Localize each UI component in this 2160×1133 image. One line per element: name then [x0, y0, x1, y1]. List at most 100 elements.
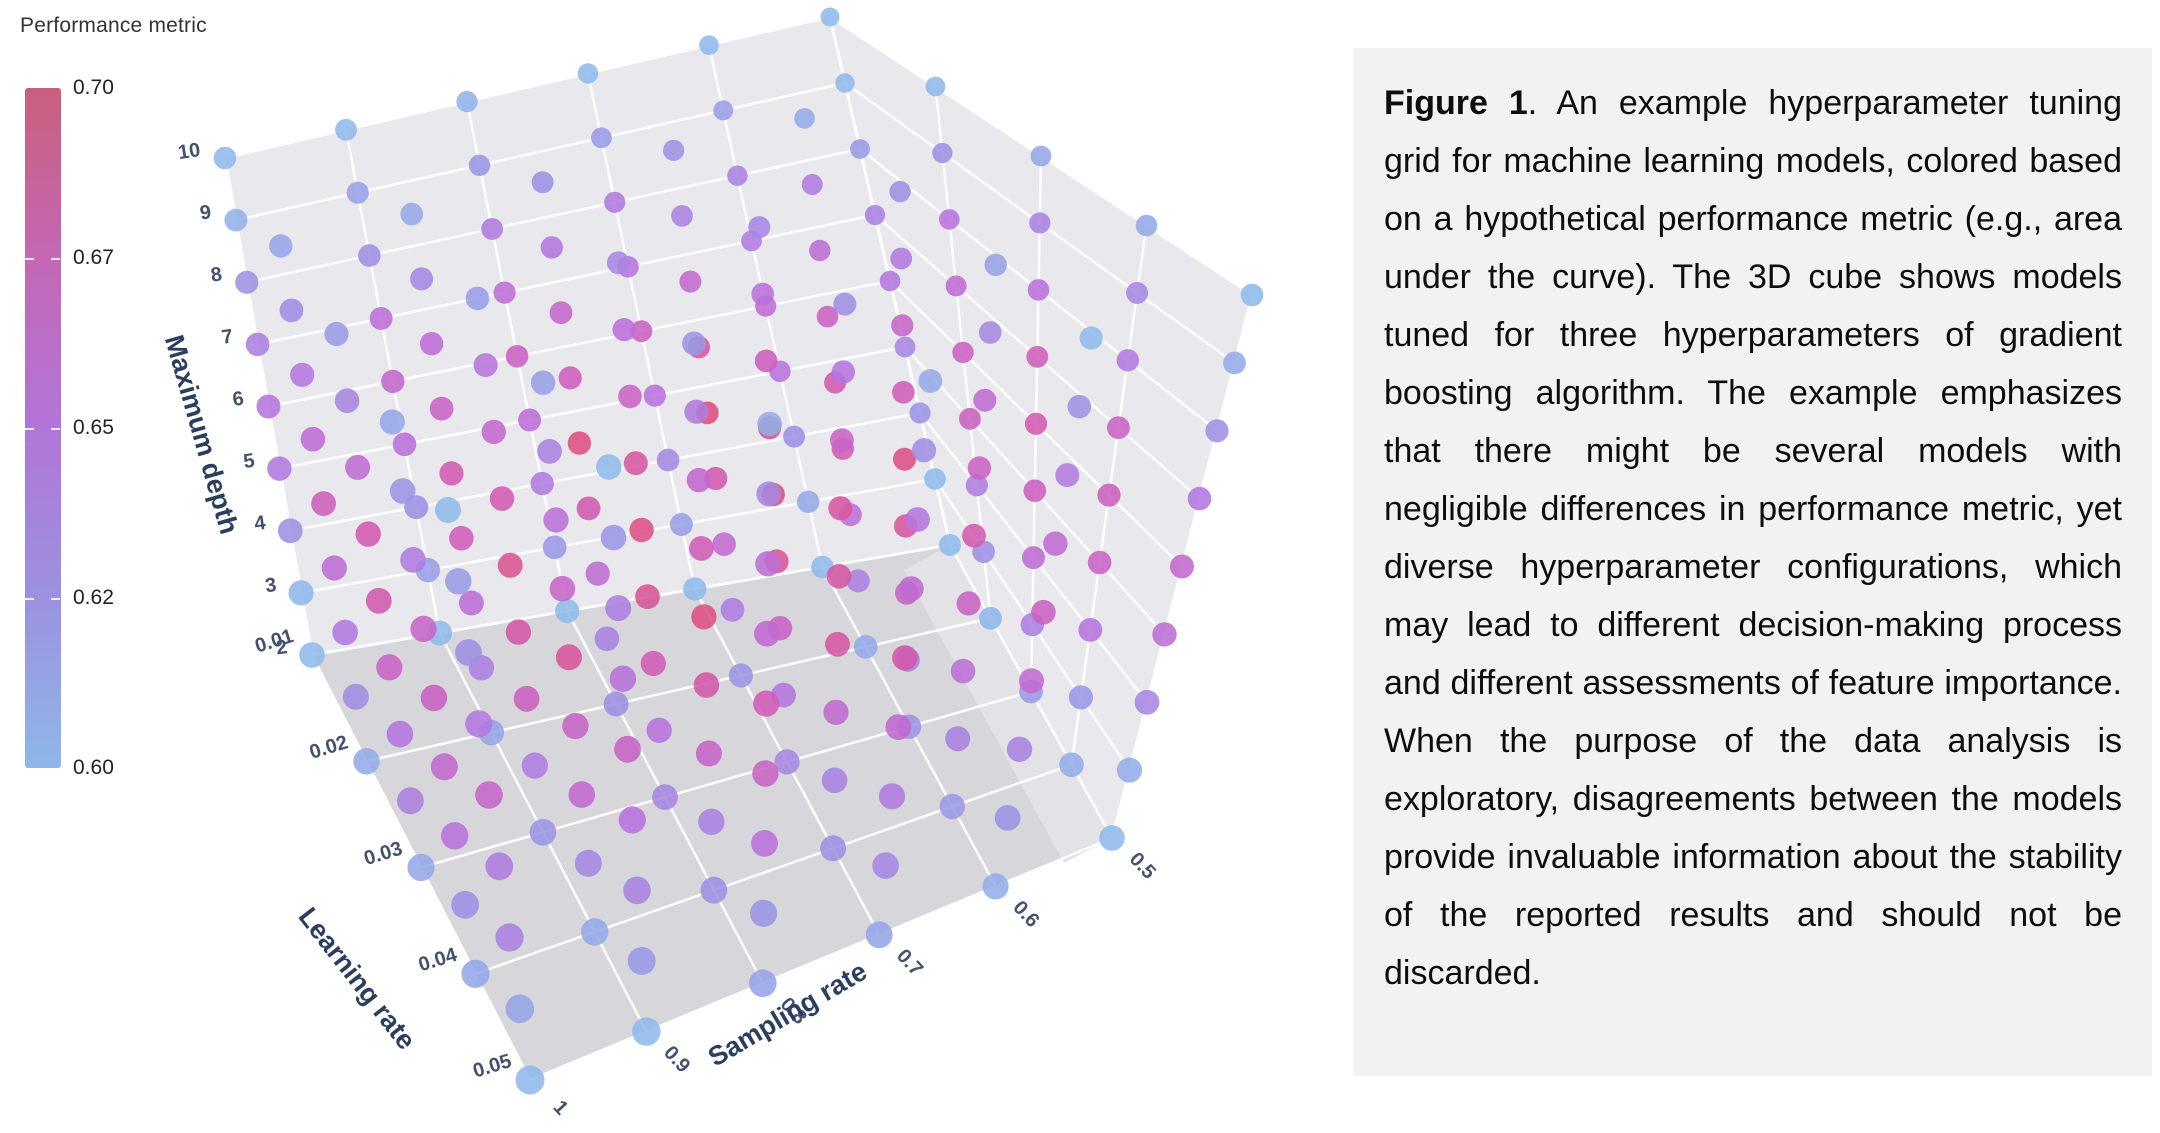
scatter-point[interactable]: [684, 399, 709, 424]
scatter-point[interactable]: [555, 644, 582, 671]
scatter-point[interactable]: [757, 411, 782, 437]
scatter-point[interactable]: [751, 830, 778, 857]
scatter-point[interactable]: [774, 749, 800, 775]
scatter-point[interactable]: [646, 717, 672, 743]
scatter-point[interactable]: [720, 597, 745, 622]
scatter-point[interactable]: [693, 672, 720, 698]
scatter-point[interactable]: [555, 598, 580, 624]
scatter-point[interactable]: [1024, 412, 1048, 435]
scatter-point[interactable]: [1187, 486, 1212, 511]
scatter-point[interactable]: [574, 849, 602, 877]
scatter-point[interactable]: [1043, 531, 1068, 556]
scatter-point[interactable]: [245, 332, 270, 357]
scatter-point[interactable]: [924, 468, 946, 490]
scatter-point[interactable]: [594, 626, 620, 652]
scatter-point[interactable]: [809, 239, 831, 262]
scatter-point[interactable]: [891, 314, 914, 337]
scatter-point[interactable]: [630, 320, 653, 343]
scatter-point[interactable]: [671, 205, 693, 227]
scatter-point[interactable]: [562, 712, 589, 740]
scatter-point[interactable]: [430, 753, 458, 781]
scatter-point[interactable]: [1126, 281, 1149, 304]
scatter-point[interactable]: [1205, 419, 1229, 443]
scatter-point[interactable]: [465, 710, 493, 738]
scatter-point[interactable]: [407, 853, 435, 882]
scatter-point[interactable]: [965, 474, 988, 497]
scatter-point[interactable]: [429, 396, 454, 421]
scatter-point[interactable]: [1023, 479, 1047, 503]
scatter-point[interactable]: [581, 918, 609, 946]
scatter-point[interactable]: [576, 496, 601, 521]
scatter-point[interactable]: [606, 251, 630, 275]
scatter-point[interactable]: [898, 576, 924, 602]
scatter-point[interactable]: [712, 532, 736, 556]
scatter-point[interactable]: [489, 486, 515, 511]
scatter-point[interactable]: [213, 146, 237, 170]
scatter-point[interactable]: [728, 663, 754, 688]
scatter-point[interactable]: [342, 683, 369, 710]
scatter-point[interactable]: [1029, 212, 1051, 234]
scatter-point[interactable]: [909, 402, 931, 424]
scatter-point[interactable]: [515, 1065, 545, 1095]
scatter-point[interactable]: [967, 456, 992, 480]
scatter-point[interactable]: [911, 438, 937, 463]
scatter-point[interactable]: [1097, 483, 1121, 507]
scatter-point[interactable]: [825, 631, 850, 657]
scatter-point[interactable]: [945, 726, 971, 752]
scatter-point[interactable]: [410, 615, 437, 643]
scatter-point[interactable]: [256, 394, 281, 419]
scatter-point[interactable]: [558, 366, 582, 390]
scatter-point[interactable]: [939, 209, 960, 230]
scatter-point[interactable]: [879, 270, 901, 292]
scatter-point[interactable]: [376, 654, 403, 681]
scatter-point[interactable]: [497, 552, 523, 578]
scatter-point[interactable]: [751, 282, 774, 306]
scatter-point[interactable]: [481, 419, 506, 445]
scatter-point[interactable]: [754, 620, 780, 647]
scatter-point[interactable]: [537, 439, 562, 464]
scatter-point[interactable]: [596, 454, 622, 480]
scatter-point[interactable]: [365, 587, 392, 614]
scatter-point[interactable]: [893, 447, 916, 471]
scatter-point[interactable]: [853, 635, 878, 659]
scatter-point[interactable]: [700, 876, 728, 904]
scatter-point[interactable]: [1067, 394, 1092, 419]
scatter-point[interactable]: [420, 684, 448, 712]
scatter-point[interactable]: [321, 555, 347, 581]
scatter-point[interactable]: [754, 349, 778, 373]
scatter-point[interactable]: [831, 360, 855, 384]
scatter-point[interactable]: [978, 321, 1002, 344]
scatter-point[interactable]: [1030, 145, 1052, 167]
scatter-point[interactable]: [386, 720, 414, 748]
scatter-point[interactable]: [612, 318, 636, 342]
scatter-point[interactable]: [604, 191, 626, 213]
scatter-point[interactable]: [1059, 752, 1084, 778]
scatter-point[interactable]: [468, 154, 491, 176]
scatter-point[interactable]: [652, 784, 678, 810]
scatter-point[interactable]: [335, 118, 357, 141]
scatter-point[interactable]: [979, 606, 1002, 630]
scatter-point[interactable]: [699, 35, 719, 55]
scatter-point[interactable]: [1240, 283, 1264, 307]
scatter3d-canvas[interactable]: 10.90.80.70.60.50.050.040.030.020.012345…: [0, 0, 1340, 1133]
scatter-point[interactable]: [465, 286, 490, 311]
scatter-point[interactable]: [531, 171, 554, 194]
scatter-point[interactable]: [797, 490, 820, 513]
scatter-point[interactable]: [629, 517, 654, 543]
scatter-point[interactable]: [865, 921, 893, 949]
scatter-point[interactable]: [618, 384, 642, 409]
scatter-point[interactable]: [346, 181, 369, 204]
scatter-point[interactable]: [1022, 546, 1045, 570]
scatter-point[interactable]: [542, 535, 567, 560]
scatter-point[interactable]: [290, 362, 315, 387]
scatter-point[interactable]: [889, 180, 911, 203]
scatter-point[interactable]: [605, 595, 632, 622]
scatter-point[interactable]: [1116, 757, 1143, 783]
scatter-point[interactable]: [441, 822, 469, 850]
scatter-point[interactable]: [603, 691, 629, 717]
scatter-point[interactable]: [892, 381, 915, 404]
scatter-point[interactable]: [864, 204, 886, 226]
scatter-point[interactable]: [392, 432, 417, 457]
scatter-point[interactable]: [820, 835, 847, 862]
scatter-point[interactable]: [614, 735, 641, 763]
